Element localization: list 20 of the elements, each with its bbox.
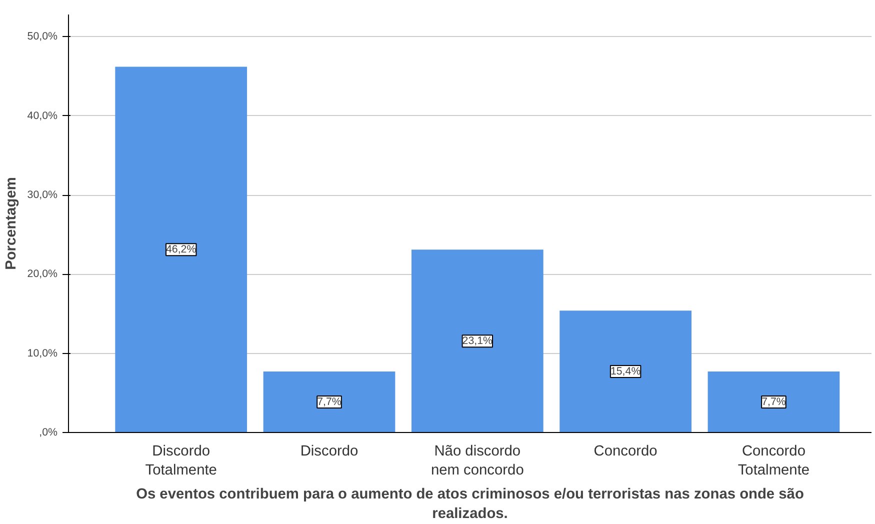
y-tick-label: 30,0% [27,189,58,201]
y-tick-label: 10,0% [27,347,58,360]
y-tick-label: 40,0% [27,110,58,122]
y-tick-label: 50,0% [27,30,58,43]
y-axis-title: Porcentagem [3,177,20,270]
bar [263,372,396,432]
data-label: 7,7% [762,396,786,408]
x-tick-label: Concordo Totalmente [738,444,810,479]
bar [708,372,840,432]
x-tick-label: Discordo Totalmente [145,444,217,479]
y-tick-label: 20,0% [27,268,58,280]
bar [115,66,248,432]
x-tick-label: Concordo [594,444,658,460]
y-tick-label: ,0% [39,426,58,438]
bar [411,250,544,432]
bar [560,310,692,432]
x-axis-title: Os eventos contribuem para o aumento de atos criminosos e/ou terroristas nas zonas onde são realizados. [136,486,804,522]
x-tick-label: Não discordo nem concordo [430,444,524,479]
data-label: 7,7% [317,396,342,408]
x-tick-label: Discordo [300,444,358,460]
